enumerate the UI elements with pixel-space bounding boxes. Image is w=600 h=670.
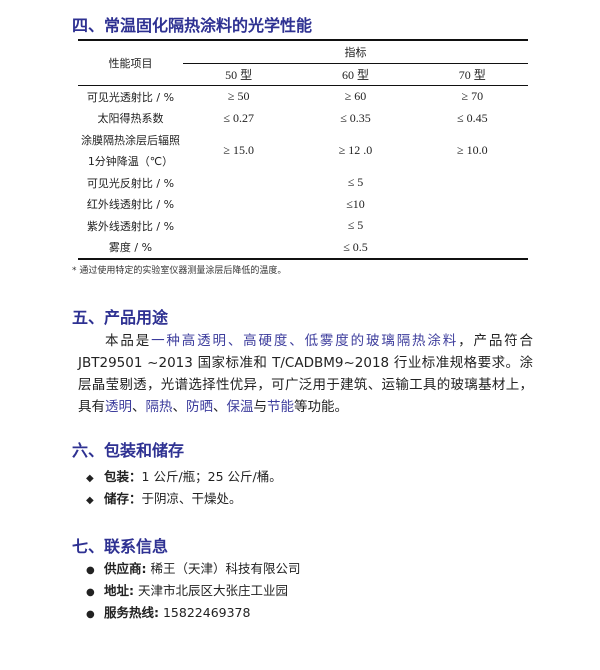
highlight-text: 一种高透明、高硬度、低雾度的玻璃隔热涂料 (151, 333, 459, 349)
item-text: 天津市北辰区大张庄工业园 (134, 583, 288, 598)
list-item: ◆ 包装：1 公斤/瓶；25 公斤/桶。 (86, 466, 282, 488)
dot-bullet-icon: ● (86, 587, 95, 598)
cell: ≥ 12 .0 (338, 143, 373, 157)
cell: ≤ 0.5 (343, 239, 368, 254)
row-label: 涂膜隔热涂层后辐照 1分钟降温（℃） (78, 129, 183, 172)
row-label-line2: 1分钟降温（℃） (87, 154, 174, 168)
text: ，产品符合 JBT29501 ~2013 国家标准和 T/CADBM9~2018… (78, 333, 534, 415)
list-item: ● 供应商: 稀王（天津）科技有限公司 (86, 558, 300, 580)
cell: ≥ 10.0 (457, 143, 488, 157)
table-row: 紫外线透射比 / % ≤ 5 (78, 215, 528, 237)
table-row: 涂膜隔热涂层后辐照 1分钟降温（℃） ≥ 15.0 ≥ 12 .0 ≥ 10.0 (78, 129, 528, 172)
item-label: 储存： (104, 491, 142, 506)
row-label: 可见光透射比 / % (86, 90, 175, 104)
cell: ≤ 0.27 (223, 110, 254, 125)
item-text: 稀王（天津）科技有限公司 (146, 561, 301, 576)
row-label: 雾度 / % (108, 241, 153, 255)
text: 、 (172, 399, 187, 415)
table-row: 可见光反射比 / % ≤ 5 (78, 172, 528, 194)
text: 等功能。 (294, 399, 348, 415)
row-label: 红外线透射比 / % (86, 198, 175, 212)
list-item: ● 服务热线: 15822469378 (86, 602, 300, 624)
optical-properties-table: 性能项目 指标 50 型 60 型 70 型 可见光透射比 / % ≥ 50 ≥ 60 ≥ … (78, 39, 528, 260)
text: 、 (132, 399, 146, 415)
cell: ≥ 60 (344, 89, 367, 104)
dot-bullet-icon: ● (86, 609, 95, 620)
header-model-70: 70 型 (458, 67, 486, 82)
row-label: 太阳得热系数 (97, 112, 164, 126)
table-row: 红外线透射比 / % ≤10 (78, 194, 528, 216)
usage-paragraph: 本品是一种高透明、高硬度、低雾度的玻璃隔热涂料，产品符合 JBT29501 ~2… (78, 330, 533, 418)
item-text: 于阴凉、干燥处。 (141, 491, 242, 506)
highlight-text: 防晒 (186, 399, 213, 415)
header-model-60: 60 型 (341, 67, 369, 82)
item-label: 服务热线: (104, 605, 159, 620)
cell: ≤ 0.45 (457, 110, 488, 125)
item-text: 1 公斤/瓶；25 公斤/桶。 (141, 469, 282, 484)
header-item: 性能项目 (108, 57, 153, 70)
cell: ≤ 5 (347, 218, 364, 233)
diamond-bullet-icon: ◆ (86, 495, 94, 506)
cell: ≥ 70 (461, 89, 484, 104)
list-item: ● 地址: 天津市北辰区大张庄工业园 (86, 580, 300, 602)
cell: ≥ 15.0 (223, 143, 254, 157)
list-item: ◆ 储存：于阴凉、干燥处。 (86, 488, 282, 510)
section6-heading: 六、包装和储存 (72, 441, 185, 460)
highlight-text: 透明 (105, 399, 132, 415)
highlight-text: 隔热 (145, 399, 173, 415)
row-label-line1: 涂膜隔热涂层后辐照 (81, 133, 180, 147)
item-label: 包装： (104, 469, 142, 484)
table-row: 可见光透射比 / % ≥ 50 ≥ 60 ≥ 70 (78, 85, 528, 108)
cell: ≤ 5 (347, 175, 364, 190)
section7-heading: 七、联系信息 (72, 537, 169, 556)
text: 与 (253, 399, 268, 415)
packaging-list: ◆ 包装：1 公斤/瓶；25 公斤/桶。 ◆ 储存：于阴凉、干燥处。 (86, 466, 282, 510)
row-label: 紫外线透射比 / % (86, 219, 175, 233)
row-label: 可见光反射比 / % (86, 176, 175, 190)
cell: ≥ 50 (227, 89, 250, 104)
header-group: 指标 (344, 45, 367, 59)
header-model-50: 50 型 (225, 67, 253, 82)
table-footnote: * 通过使用特定的实验室仪器测量涂层后降低的温度。 (72, 266, 287, 276)
item-label: 供应商: (104, 561, 147, 576)
highlight-text: 节能 (267, 399, 294, 415)
text: 、 (213, 399, 227, 415)
dot-bullet-icon: ● (86, 565, 95, 576)
item-text: 15822469378 (159, 605, 251, 620)
contact-list: ● 供应商: 稀王（天津）科技有限公司 ● 地址: 天津市北辰区大张庄工业园 ● 服务… (86, 558, 300, 624)
table-row: 雾度 / % ≤ 0.5 (78, 237, 528, 259)
item-label: 地址: (104, 583, 134, 598)
cell: ≤ 0.35 (340, 110, 371, 125)
table-row: 太阳得热系数 ≤ 0.27 ≤ 0.35 ≤ 0.45 (78, 108, 528, 130)
section4-heading: 四、常温固化隔热涂料的光学性能 (72, 16, 313, 35)
text: 本品是 (105, 333, 152, 349)
highlight-text: 保温 (226, 399, 254, 415)
section5-heading: 五、产品用途 (72, 308, 169, 327)
diamond-bullet-icon: ◆ (86, 473, 94, 484)
cell: ≤10 (346, 196, 365, 211)
